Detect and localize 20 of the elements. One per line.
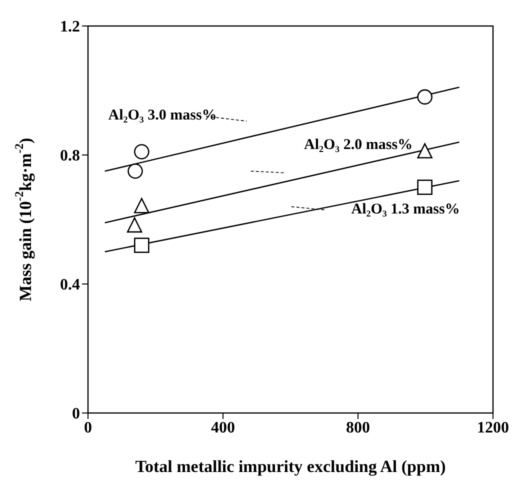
legend-label: Al₂O₃ 1.3 mass% — [351, 201, 460, 218]
y-tick-label: 1.2 — [60, 18, 80, 36]
text: Al₂O₃ 3.0 mass% — [108, 108, 217, 124]
point — [134, 238, 150, 253]
point — [417, 143, 432, 158]
x-tick-label: 0 — [84, 419, 92, 436]
y-tick-label: 0 — [72, 406, 80, 423]
x-tick-label: 1200 — [477, 419, 509, 436]
x-tick-label: 800 — [346, 419, 370, 436]
x-tick-label: 400 — [211, 419, 235, 436]
y-tick-label: 0.4 — [60, 276, 80, 294]
point — [417, 89, 432, 105]
point — [126, 217, 142, 233]
series-label: Al₂O₃ 2.0 mass% — [304, 136, 413, 153]
point — [417, 180, 432, 195]
y-tick-label: 0.8 — [60, 148, 80, 165]
point — [134, 198, 150, 214]
point — [128, 163, 143, 179]
point — [134, 144, 150, 160]
x-axis-title: Total metallic impurity excluding Al (ppm) — [135, 457, 446, 476]
